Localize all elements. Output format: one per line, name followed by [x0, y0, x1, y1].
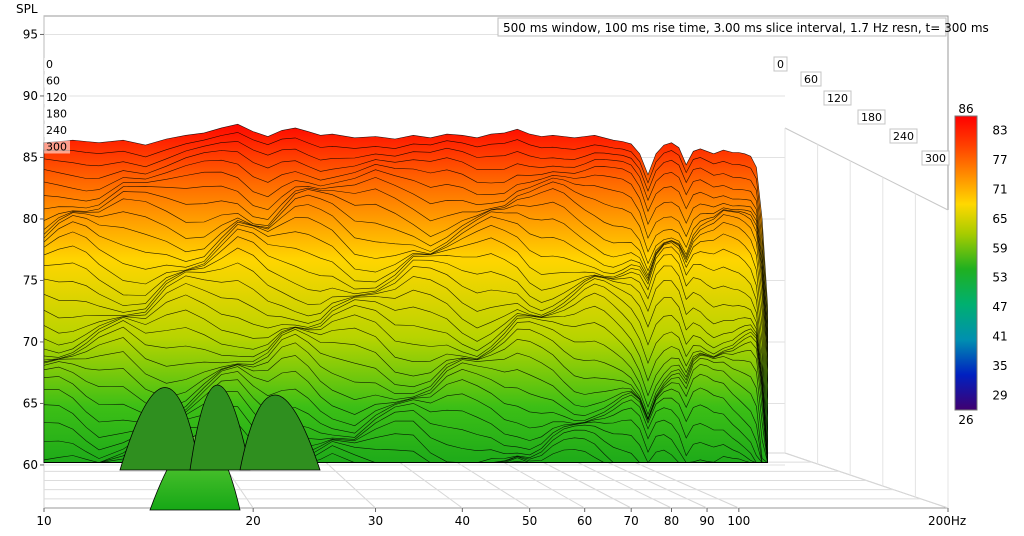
colorbar-tick-label: 53	[992, 271, 1007, 285]
svg-text:300: 300	[925, 152, 946, 165]
svg-text:180: 180	[46, 108, 67, 121]
x-tick-label: 50	[522, 514, 537, 528]
x-tick-label: 100	[727, 514, 750, 528]
y-tick-label: 65	[23, 396, 38, 410]
colorbar-tick-label: 77	[992, 153, 1007, 167]
time-tick-left: 60	[44, 75, 70, 88]
time-tick-left: 240	[44, 124, 70, 137]
y-axis-ticks: 60 65 70 75 80 85 90 95	[23, 27, 44, 472]
colorbar-tick-label: 35	[992, 359, 1007, 373]
y-tick-label: 90	[23, 89, 38, 103]
colorbar-tick-label: 59	[992, 241, 1007, 255]
colorbar-tick-label: 41	[992, 330, 1007, 344]
colorbar-tick-label: 26	[958, 413, 973, 427]
chart-title: 500 ms window, 100 ms rise time, 3.00 ms…	[503, 21, 989, 35]
x-tick-label: 10	[36, 514, 51, 528]
time-tick-right: 180	[858, 110, 885, 124]
chart-title-box: 500 ms window, 100 ms rise time, 3.00 ms…	[498, 18, 989, 36]
y-tick-label: 75	[23, 273, 38, 287]
colorbar-scale	[955, 116, 977, 410]
x-tick-label: 20	[246, 514, 261, 528]
svg-text:0: 0	[777, 58, 784, 71]
svg-text:240: 240	[893, 130, 914, 143]
svg-text:0: 0	[46, 58, 53, 71]
y-axis-label: SPL	[16, 2, 38, 16]
colorbar-tick-label: 71	[992, 183, 1007, 197]
colorbar-tick-label: 47	[992, 300, 1007, 314]
svg-text:60: 60	[804, 73, 818, 86]
colorbar: 86 83 77 71 65 59 53 47 41 35 29 26	[955, 102, 1008, 427]
colorbar-tick-label: 65	[992, 212, 1007, 226]
x-tick-label: 60	[577, 514, 592, 528]
svg-text:300: 300	[46, 141, 67, 154]
svg-text:120: 120	[827, 92, 848, 105]
x-axis-ticks: 10 20 30 40 50 60 70 80 90 100 200Hz	[36, 508, 966, 528]
time-tick-left: 180	[44, 108, 70, 121]
svg-text:60: 60	[46, 75, 60, 88]
x-tick-label: 70	[624, 514, 639, 528]
colorbar-tick-label: 29	[992, 388, 1007, 402]
svg-text:240: 240	[46, 124, 67, 137]
time-tick-right: 60	[801, 72, 821, 86]
time-tick-left: 120	[44, 91, 70, 104]
time-tick-right: 0	[774, 57, 787, 71]
x-tick-label: 200Hz	[928, 514, 966, 528]
y-tick-label: 70	[23, 335, 38, 349]
time-tick-right: 240	[890, 129, 917, 143]
x-tick-label: 30	[368, 514, 383, 528]
x-tick-label: 90	[699, 514, 714, 528]
time-tick-right: 300	[922, 151, 949, 165]
time-tick-right: 120	[824, 91, 851, 105]
colorbar-tick-label: 83	[992, 124, 1007, 138]
x-tick-label: 80	[664, 514, 679, 528]
y-tick-label: 80	[23, 212, 38, 226]
time-tick-left: 300	[44, 141, 70, 154]
y-tick-label: 95	[23, 27, 38, 41]
colorbar-tick-label: 86	[958, 102, 973, 116]
svg-text:120: 120	[46, 91, 67, 104]
y-tick-label: 85	[23, 150, 38, 164]
y-tick-label: 60	[23, 458, 38, 472]
svg-text:180: 180	[861, 111, 882, 124]
time-tick-left: 0	[44, 58, 70, 71]
x-tick-label: 40	[455, 514, 470, 528]
waterfall-surface	[44, 124, 768, 510]
